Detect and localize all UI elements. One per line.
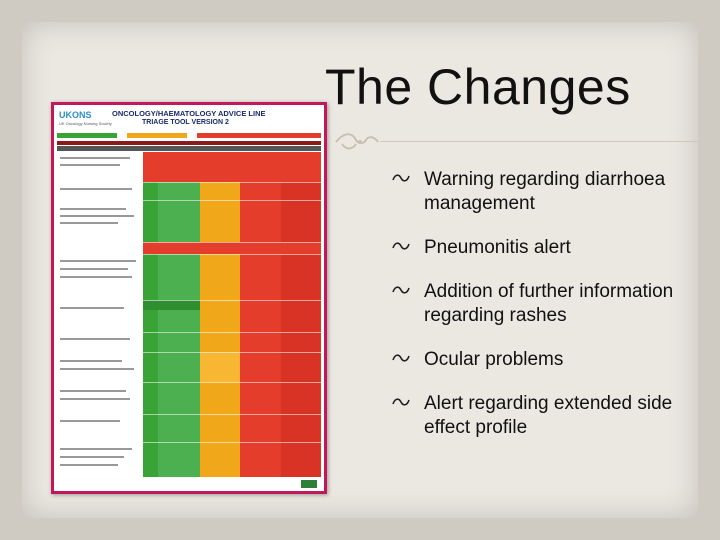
symptom-text-line (60, 222, 118, 224)
symptom-text-line (60, 448, 132, 450)
bullet-swirl-icon (392, 242, 410, 250)
grid-column-grade4 (281, 152, 321, 477)
symptom-text-line (60, 307, 124, 309)
footer-logo-icon (301, 480, 317, 488)
legend-amber (127, 133, 187, 138)
symptom-text-line (60, 268, 128, 270)
poster-subtitle: TRIAGE TOOL VERSION 2 (142, 119, 229, 126)
bullet-item: Warning regarding diarrhoea management (392, 168, 692, 216)
poster-column-headers (57, 146, 321, 151)
bullet-text: Warning regarding diarrhoea management (424, 169, 666, 214)
bullet-item: Ocular problems (392, 348, 692, 372)
bullet-text: Ocular problems (424, 349, 564, 370)
grid-column-grade1 (158, 152, 200, 477)
grid-row-divider (57, 200, 321, 201)
grid-amber-cell (200, 352, 240, 382)
bullet-swirl-icon (392, 286, 410, 294)
bullet-item: Addition of further information regardin… (392, 280, 692, 328)
grid-column-grade0 (143, 152, 158, 477)
symptom-text-line (60, 188, 132, 190)
symptom-text-line (60, 420, 120, 422)
bullet-text: Alert regarding extended side effect pro… (424, 393, 673, 438)
grid-row-divider (57, 332, 321, 333)
symptom-text-line (60, 338, 130, 340)
slide-title: The Changes (325, 59, 631, 115)
bullet-item: Alert regarding extended side effect pro… (392, 392, 692, 440)
symptom-text-line (60, 215, 134, 217)
bullet-swirl-icon (392, 174, 410, 182)
symptom-text-line (60, 164, 120, 166)
bullet-swirl-icon (392, 354, 410, 362)
bullet-list: Warning regarding diarrhoea management P… (392, 168, 692, 440)
grid-red-row (143, 242, 321, 254)
symptom-text-line (60, 456, 124, 458)
poster-instruction-band (57, 141, 321, 145)
grid-column-grade3 (240, 152, 281, 477)
legend-red (197, 133, 321, 138)
flourish-icon (335, 133, 379, 150)
grid-row-divider (57, 242, 321, 243)
symptom-text-line (60, 390, 126, 392)
symptom-text-line (60, 368, 134, 370)
grid-row-divider (57, 414, 321, 415)
grid-row-divider (57, 352, 321, 353)
symptom-text-line (60, 260, 136, 262)
symptom-text-line (60, 464, 118, 466)
bullet-text: Pneumonitis alert (424, 237, 571, 258)
symptom-text-line (60, 276, 132, 278)
poster-logo-subtitle: UK Oncology Nursing Society (59, 121, 112, 126)
symptom-text-line (60, 360, 122, 362)
poster-sheet: UKONS UK Oncology Nursing Society ONCOLO… (54, 105, 324, 491)
poster-logo: UKONS (59, 110, 92, 120)
grid-column-symptoms (57, 152, 143, 477)
grid-row-divider (57, 182, 321, 183)
grid-row-divider (57, 254, 321, 255)
grid-row-divider (57, 382, 321, 383)
poster-header: UKONS UK Oncology Nursing Society ONCOLO… (54, 105, 324, 151)
grid-column-grade2 (200, 152, 240, 477)
legend-green (57, 133, 117, 138)
grid-row-divider (57, 300, 321, 301)
bullet-item: Pneumonitis alert (392, 236, 692, 260)
poster-footer (57, 479, 321, 489)
grid-row-divider (57, 442, 321, 443)
triage-tool-poster: UKONS UK Oncology Nursing Society ONCOLO… (51, 102, 327, 494)
grid-red-row (143, 300, 200, 310)
bullet-swirl-icon (392, 398, 410, 406)
symptom-text-line (60, 208, 126, 210)
bullet-text: Addition of further information regardin… (424, 281, 674, 326)
symptom-text-line (60, 398, 130, 400)
poster-legend-strip (57, 133, 321, 138)
grid-red-row (143, 152, 321, 182)
title-divider (380, 141, 700, 142)
symptom-text-line (60, 157, 130, 159)
poster-title: ONCOLOGY/HAEMATOLOGY ADVICE LINE (112, 109, 266, 118)
poster-grading-grid (57, 152, 321, 477)
